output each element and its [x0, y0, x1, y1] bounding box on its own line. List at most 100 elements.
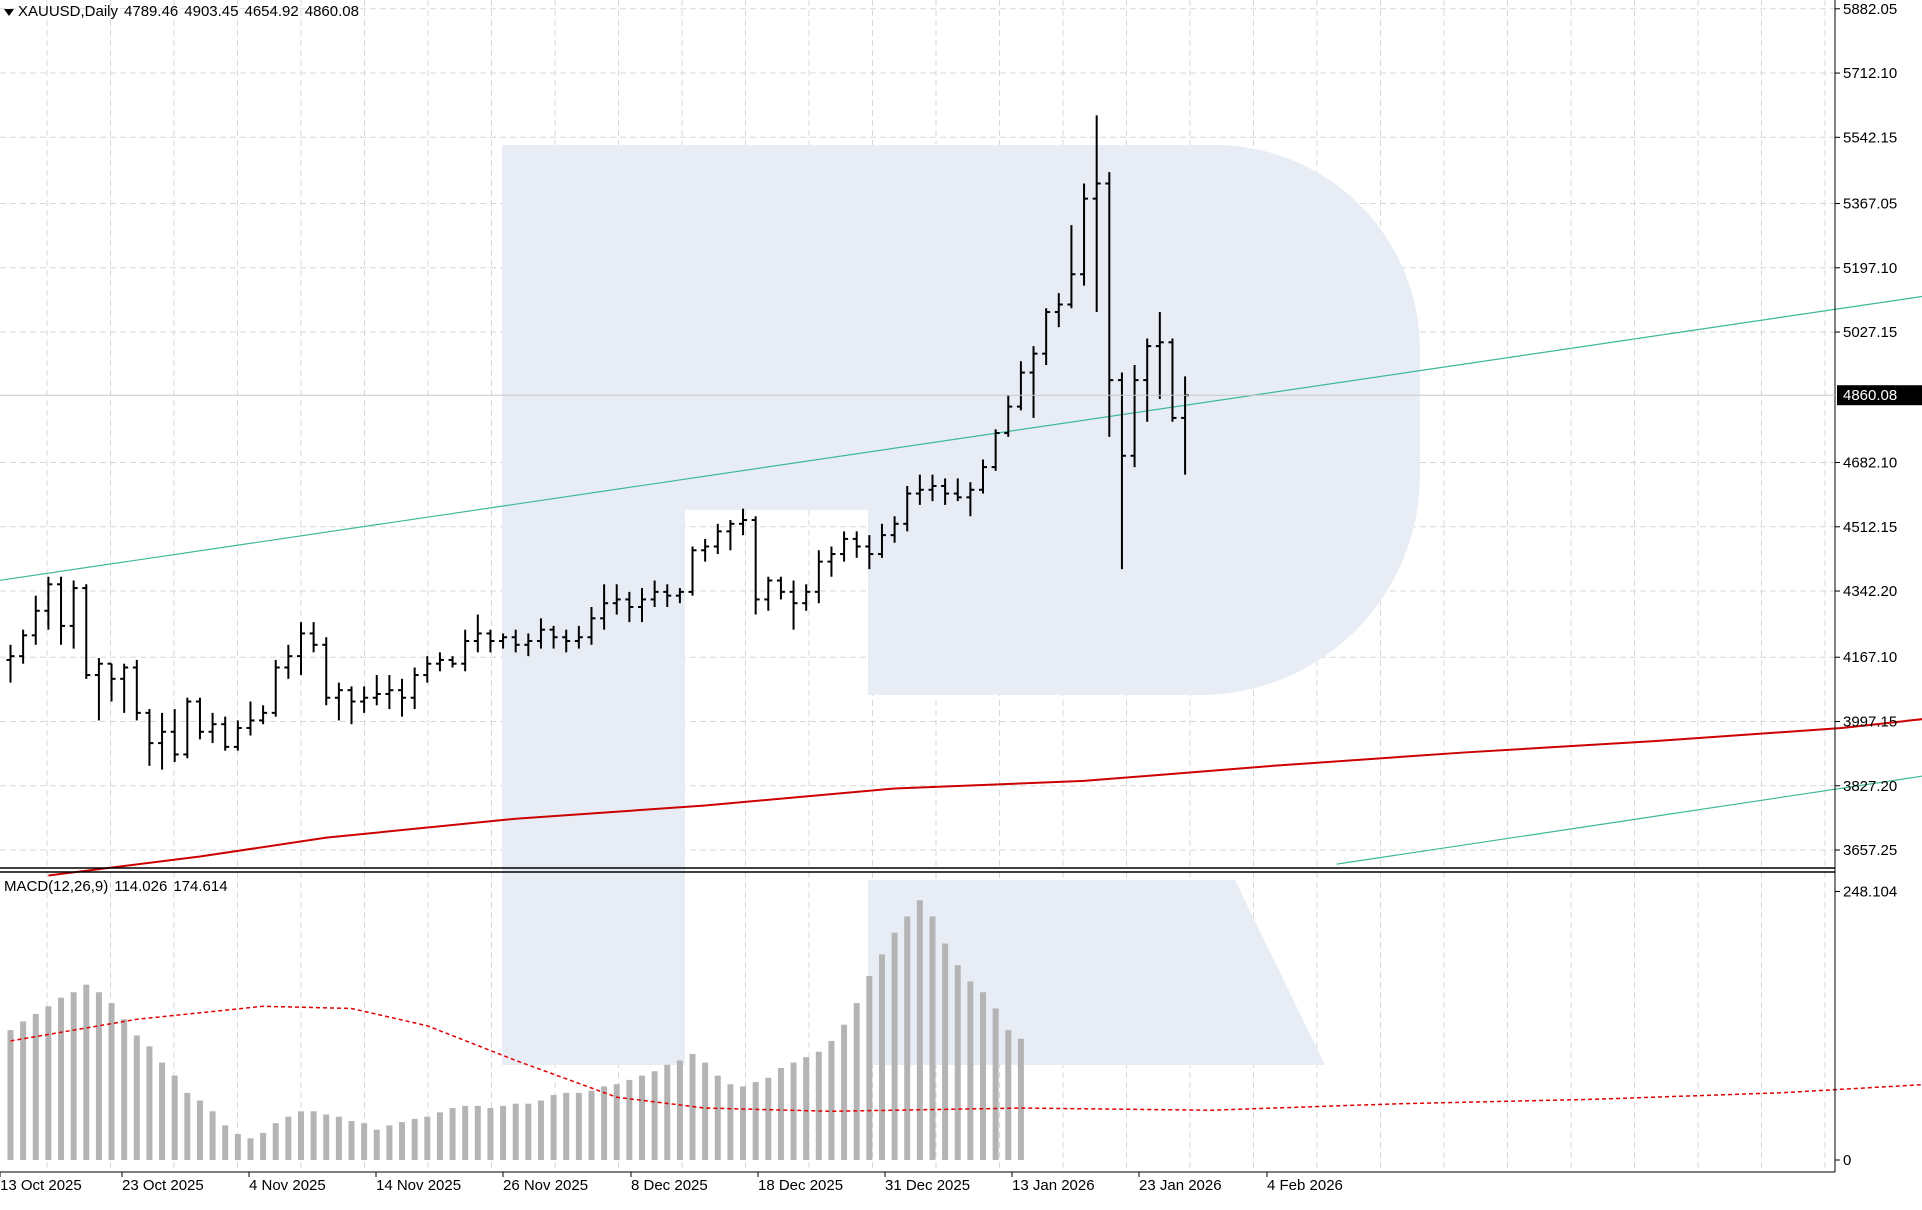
- macd-histogram-bar: [702, 1062, 709, 1160]
- ohlc-bar: [259, 705, 268, 725]
- macd-histogram-bar: [462, 1105, 469, 1160]
- y-tick-label: 3657.25: [1843, 842, 1897, 859]
- ohlc-bar: [499, 633, 508, 649]
- macd-histogram-bar: [866, 976, 873, 1160]
- ohlc-bar: [195, 697, 204, 740]
- ohlc-bar: [827, 546, 836, 577]
- macd-histogram-bar: [361, 1123, 368, 1160]
- x-tick-label: 14 Nov 2025: [376, 1177, 461, 1194]
- macd-histogram-bar: [601, 1086, 608, 1160]
- macd-histogram-bar: [247, 1138, 254, 1160]
- macd-histogram-bar: [676, 1060, 683, 1160]
- macd-histogram-bar: [639, 1075, 645, 1160]
- macd-histogram-bar: [777, 1068, 784, 1160]
- channel-line: [1336, 775, 1922, 865]
- macd-histogram-bar: [891, 932, 898, 1160]
- ohlc-bar: [183, 697, 192, 759]
- close-value: 4860.08: [304, 3, 359, 20]
- ohlc-bar: [145, 709, 154, 766]
- macd-histogram-bar: [1005, 1030, 1012, 1160]
- macd-panel: [7, 900, 1922, 1160]
- macd-histogram-bar: [323, 1114, 330, 1160]
- macd-histogram-bar: [424, 1116, 431, 1160]
- macd-histogram-bar: [651, 1071, 658, 1160]
- trend-channel: [0, 295, 1922, 865]
- y-tick-label: 5542.15: [1843, 129, 1897, 146]
- ohlc-bars: [6, 115, 1190, 770]
- ohlc-bar: [562, 629, 571, 653]
- macd-histogram-bar: [853, 1003, 860, 1160]
- ohlc-bar: [574, 625, 583, 649]
- ohlc-bar: [372, 675, 381, 706]
- ohlc-bar: [246, 701, 255, 736]
- y-tick-label: 3997.15: [1843, 714, 1897, 731]
- macd-histogram-bar: [550, 1095, 557, 1160]
- ohlc-bar: [69, 580, 78, 649]
- macd-histogram-bar: [335, 1116, 342, 1160]
- macd-histogram-bar: [411, 1118, 418, 1160]
- macd-histogram-bar: [752, 1082, 759, 1160]
- moving-average-line: [48, 718, 1922, 877]
- dropdown-triangle-icon[interactable]: [4, 8, 14, 16]
- macd-histogram-bar: [285, 1116, 292, 1160]
- macd-histogram-bar: [386, 1125, 393, 1160]
- ohlc-bar: [410, 667, 419, 710]
- ohlc-bar: [221, 716, 230, 751]
- ohlc-bar: [536, 618, 545, 649]
- x-tick-label: 13 Jan 2026: [1012, 1177, 1095, 1194]
- ohlc-bar: [486, 629, 495, 653]
- sma-line: [48, 718, 1922, 877]
- x-tick-label: 8 Dec 2025: [631, 1177, 708, 1194]
- macd-histogram-bar: [487, 1108, 494, 1160]
- ohlc-bar: [120, 663, 129, 713]
- x-tick-label: 4 Nov 2025: [249, 1177, 326, 1194]
- macd-histogram-bar: [954, 965, 961, 1160]
- macd-histogram-bar: [942, 943, 949, 1160]
- ohlc-bar: [448, 656, 457, 668]
- ohlc-bar: [385, 675, 394, 710]
- chart-frame: [0, 0, 1836, 1173]
- ohlc-bar: [19, 629, 28, 664]
- low-value: 4654.92: [244, 3, 299, 20]
- macd-histogram-bar: [7, 1030, 14, 1160]
- ohlc-bar: [877, 523, 886, 558]
- macd-histogram-bar: [512, 1103, 519, 1160]
- macd-tick-label: 248.104: [1843, 883, 1897, 900]
- ohlc-bar: [511, 629, 520, 653]
- x-tick-label: 31 Dec 2025: [885, 1177, 970, 1194]
- macd-histogram-bar: [967, 981, 974, 1160]
- ohlc-bar: [360, 686, 369, 713]
- y-tick-label: 5712.10: [1843, 65, 1897, 82]
- macd-signal-value: 174.614: [173, 878, 228, 895]
- ohlc-bar: [650, 580, 659, 607]
- y-tick-label: 4167.10: [1843, 649, 1897, 666]
- ohlc-bar: [688, 546, 697, 596]
- macd-histogram-bar: [272, 1123, 279, 1160]
- macd-histogram-bar: [575, 1092, 582, 1160]
- macd-histogram-bar: [83, 984, 90, 1160]
- y-tick-label: 5027.15: [1843, 324, 1897, 341]
- ohlc-bar: [789, 580, 798, 630]
- macd-label: MACD(12,26,9): [4, 878, 109, 895]
- macd-histogram-bar: [828, 1040, 835, 1160]
- macd-histogram-bar: [878, 954, 885, 1160]
- ohlc-bar: [739, 508, 748, 536]
- y-tick-label: 3827.20: [1843, 778, 1897, 795]
- ohlc-bar: [158, 712, 167, 770]
- macd-histogram-bar: [500, 1105, 507, 1160]
- ohlc-bar: [1092, 115, 1101, 313]
- macd-histogram-bar: [70, 992, 77, 1160]
- macd-histogram-bar: [449, 1108, 456, 1160]
- macd-histogram-bar: [234, 1134, 241, 1160]
- ohlc-bar: [903, 485, 912, 532]
- ohlc-bar: [1105, 172, 1114, 437]
- macd-histogram-bar: [260, 1132, 267, 1160]
- ohlc-bar: [890, 516, 899, 543]
- watermark-letter-r: [502, 145, 1420, 1065]
- ohlc-bar: [549, 625, 558, 649]
- macd-histogram-bar: [664, 1064, 671, 1160]
- ohlc-bar: [398, 678, 407, 717]
- ohlc-bar: [941, 478, 950, 505]
- ohlc-bar: [814, 550, 823, 604]
